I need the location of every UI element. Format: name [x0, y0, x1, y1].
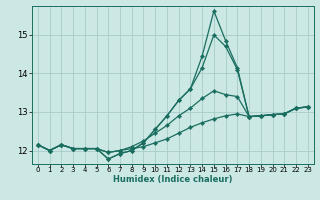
X-axis label: Humidex (Indice chaleur): Humidex (Indice chaleur): [113, 175, 233, 184]
